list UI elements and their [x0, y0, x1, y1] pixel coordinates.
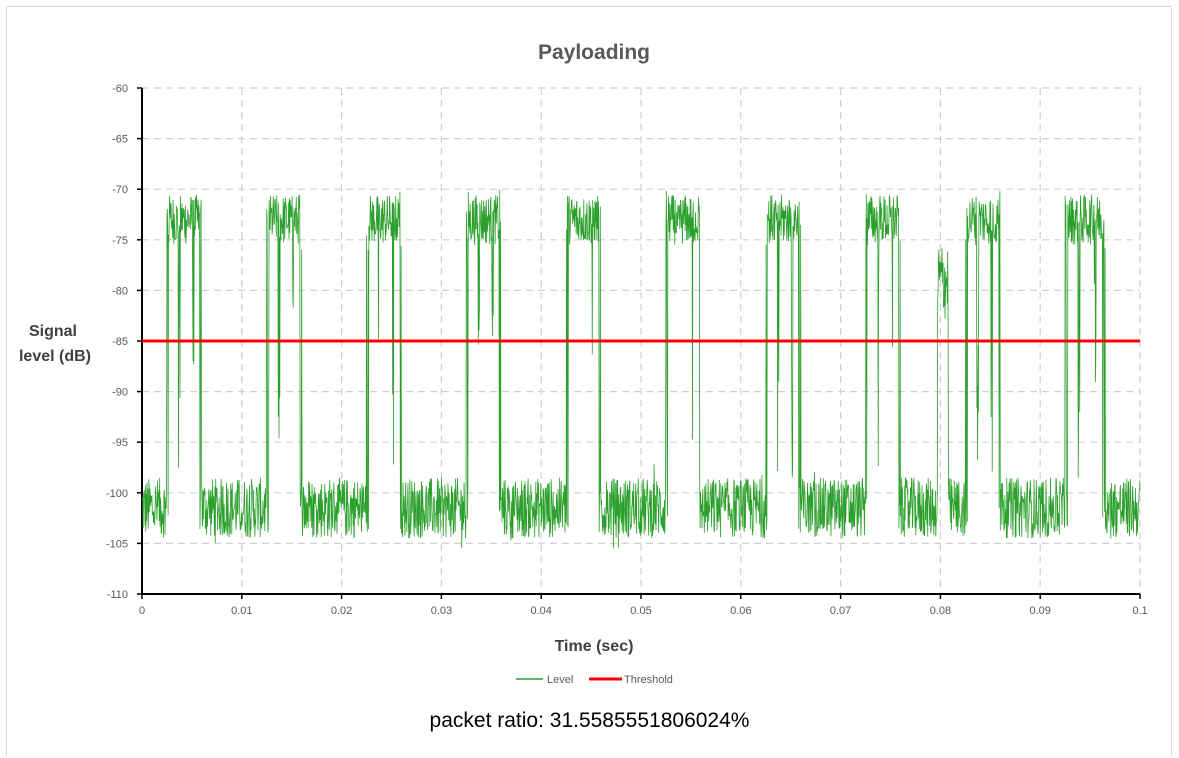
y-tick-label: -70 [112, 184, 128, 196]
x-tick-label: 0.05 [630, 605, 651, 617]
y-axis-title-line-1: Signal [29, 323, 77, 340]
x-axis-title: Time (sec) [555, 638, 634, 655]
y-tick-label: -95 [112, 437, 128, 449]
x-tick-label: 0.03 [431, 605, 452, 617]
y-tick-label: -60 [112, 83, 128, 95]
level-series-line [141, 189, 1141, 549]
x-tick-labels: 0 0.01 0.02 0.03 0.04 0.05 0.06 0.07 0.08 0.09 0.1 [139, 605, 1148, 617]
y-tick-labels: -110 -105 -100 -95 -90 -85 -80 -75 -70 -65 -60 [106, 83, 128, 601]
legend-level-label: Level [547, 674, 573, 686]
x-tick-label: 0.09 [1029, 605, 1050, 617]
x-tick-label: 0.08 [930, 605, 951, 617]
legend-threshold-label: Threshold [624, 674, 673, 686]
y-tick-label: -90 [112, 387, 128, 399]
x-tick-label: 0.07 [830, 605, 851, 617]
y-tick-label: -75 [112, 235, 128, 247]
y-tick-label: -80 [112, 285, 128, 297]
x-tick-label: 0.1 [1132, 605, 1147, 617]
y-axis-title-line-2: level (dB) [19, 348, 91, 365]
packet-ratio-text: packet ratio: 31.5585551806024% [429, 709, 750, 732]
y-tick-label: -100 [106, 488, 128, 500]
chart-svg: Payloading -110 -105 -100 -95 -90 -85 -80 -75 -7… [19, 41, 1148, 686]
y-tick-label: -85 [112, 336, 128, 348]
x-tick-label: 0.01 [231, 605, 252, 617]
x-tick-label: 0.04 [530, 605, 551, 617]
x-tick-label: 0.06 [730, 605, 751, 617]
x-tick-label: 0 [139, 605, 145, 617]
x-tick-label: 0.02 [331, 605, 352, 617]
legend: Level Threshold [516, 674, 673, 686]
chart-frame [6, 6, 1172, 756]
y-tick-label: -105 [106, 538, 128, 550]
y-tick-label: -110 [107, 589, 128, 601]
y-tick-label: -65 [112, 134, 128, 146]
chart-title: Payloading [538, 41, 650, 64]
